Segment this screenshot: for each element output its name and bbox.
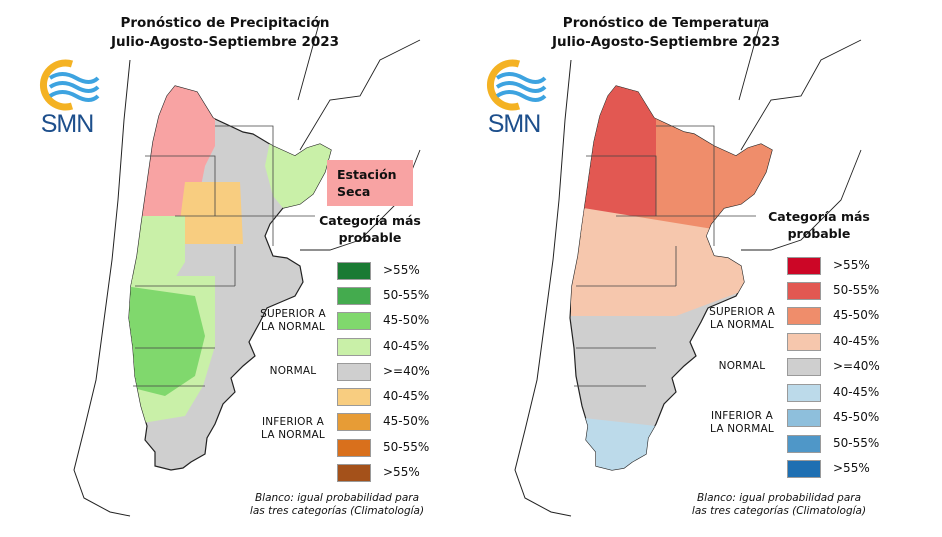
dry-season-badge: Estación Seca bbox=[327, 160, 413, 206]
legend-swatch bbox=[787, 460, 821, 478]
legend-label: 50-55% bbox=[833, 436, 880, 450]
temp-map bbox=[514, 19, 862, 517]
temp-panel: Pronóstico de Temperatura Julio-Agosto-S… bbox=[471, 0, 942, 537]
legend-swatch bbox=[787, 435, 821, 453]
nw-strong-red-region bbox=[576, 86, 656, 216]
smn-logo-text: SMN bbox=[40, 110, 95, 138]
temp-category-title: Categoría más probable bbox=[768, 209, 870, 241]
legend-label: 40-45% bbox=[383, 339, 430, 353]
legend-label: 40-45% bbox=[833, 385, 880, 399]
precip-title-line2: Julio-Agosto-Septiembre 2023 bbox=[110, 34, 340, 50]
legend-label: 45-50% bbox=[833, 410, 880, 424]
smn-logo-graphic bbox=[486, 59, 547, 111]
legend-label: 50-55% bbox=[383, 288, 430, 302]
temp-group-superior: SUPERIOR A LA NORMAL bbox=[709, 306, 775, 331]
temp-title: Pronóstico de Temperatura Julio-Agosto-S… bbox=[541, 14, 791, 52]
temp-title-line1: Pronóstico de Temperatura bbox=[562, 15, 770, 31]
legend-swatch bbox=[787, 307, 821, 325]
uruguay-brazil-outline bbox=[738, 19, 862, 251]
legend-swatch bbox=[337, 262, 371, 280]
legend-label: 50-55% bbox=[833, 283, 880, 297]
cuyo-green-region bbox=[130, 216, 185, 286]
legend-label: 40-45% bbox=[383, 389, 430, 403]
chile-coast-outline bbox=[73, 59, 131, 517]
temp-title-line2: Julio-Agosto-Septiembre 2023 bbox=[551, 34, 781, 50]
precip-group-normal: NORMAL bbox=[269, 365, 317, 377]
patagonia-green-strong bbox=[129, 286, 205, 396]
temp-footnote: Blanco: igual probabilidad para las tres… bbox=[691, 492, 867, 517]
legend-label: 45-50% bbox=[383, 313, 430, 327]
precip-group-inferior: INFERIOR A LA NORMAL bbox=[261, 416, 325, 441]
legend-swatch bbox=[337, 287, 371, 305]
precip-title: Pronóstico de Precipitación Julio-Agosto… bbox=[100, 14, 350, 52]
ne-green-region bbox=[265, 126, 331, 208]
legend-swatch bbox=[337, 363, 371, 381]
temp-group-inferior: INFERIOR A LA NORMAL bbox=[710, 410, 774, 435]
legend-label: >55% bbox=[833, 258, 870, 272]
precip-panel: Pronóstico de Precipitación Julio-Agosto… bbox=[32, 14, 430, 517]
legend-swatch bbox=[787, 409, 821, 427]
smn-logo-icon: SMN bbox=[32, 58, 102, 138]
south-blue-region bbox=[570, 416, 656, 470]
legend-swatch bbox=[787, 257, 821, 275]
precip-title-line1: Pronóstico de Precipitación bbox=[120, 15, 330, 31]
legend-label: >=40% bbox=[383, 364, 430, 378]
smn-logo-text: SMN bbox=[487, 110, 542, 138]
legend-swatch bbox=[337, 312, 371, 330]
legend-label: >=40% bbox=[833, 359, 880, 373]
chile-coast-outline bbox=[514, 59, 572, 517]
smn-logo-icon: SMN bbox=[479, 58, 549, 138]
legend-swatch bbox=[337, 388, 371, 406]
precip-footnote: Blanco: igual probabilidad para las tres… bbox=[249, 492, 425, 517]
legend-swatch bbox=[787, 358, 821, 376]
legend-label: 45-50% bbox=[833, 308, 880, 322]
legend-swatch bbox=[787, 333, 821, 351]
central-orange-region bbox=[177, 182, 243, 244]
legend-label: 40-45% bbox=[833, 334, 880, 348]
legend-swatch bbox=[337, 338, 371, 356]
legend-swatch bbox=[787, 282, 821, 300]
legend-swatch bbox=[337, 464, 371, 482]
legend-label: 45-50% bbox=[383, 414, 430, 428]
province-borders bbox=[574, 125, 756, 387]
legend-swatch bbox=[337, 439, 371, 457]
legend-label: >55% bbox=[833, 461, 870, 475]
legend-swatch bbox=[337, 413, 371, 431]
smn-logo-graphic bbox=[39, 59, 100, 111]
legend-label: >55% bbox=[383, 465, 420, 479]
temp-group-normal: NORMAL bbox=[718, 360, 766, 372]
legend-label: >55% bbox=[383, 263, 420, 277]
precip-map bbox=[73, 19, 421, 517]
precip-category-title: Categoría más probable bbox=[319, 213, 421, 245]
legend-label: 50-55% bbox=[383, 440, 430, 454]
province-borders bbox=[133, 125, 315, 387]
precip-group-superior: SUPERIOR A LA NORMAL bbox=[260, 308, 326, 333]
legend-swatch bbox=[787, 384, 821, 402]
